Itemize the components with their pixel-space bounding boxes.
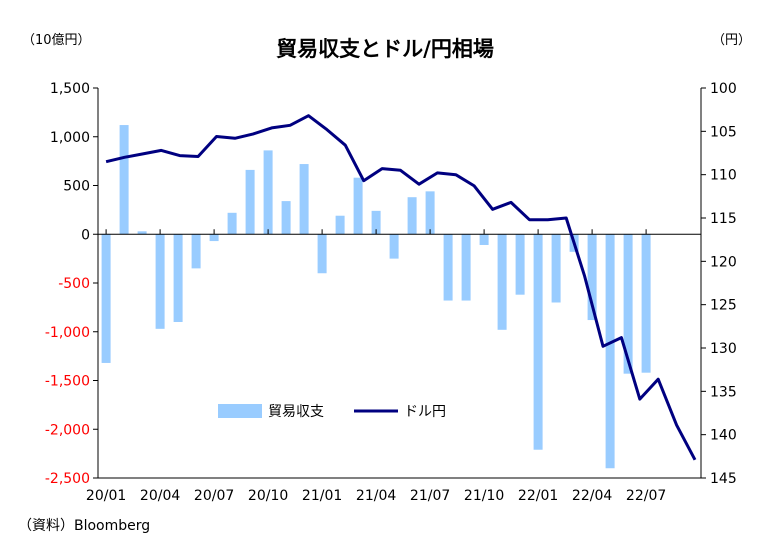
right-tick-label: 120 bbox=[710, 254, 737, 270]
left-tick-label: -500 bbox=[58, 276, 90, 292]
x-tick-label: 21/01 bbox=[302, 488, 342, 504]
legend-line-label: ドル円 bbox=[404, 404, 446, 420]
x-tick-label: 21/07 bbox=[410, 488, 450, 504]
left-tick-label: 1,500 bbox=[50, 81, 90, 97]
trade-balance-bar bbox=[353, 177, 363, 235]
trade-balance-bar bbox=[497, 234, 507, 330]
trade-balance-bar bbox=[263, 150, 273, 235]
trade-balance-bar bbox=[605, 234, 615, 469]
x-tick-label: 21/10 bbox=[464, 488, 504, 504]
usdjpy-line bbox=[105, 114, 697, 461]
trade-balance-bar bbox=[191, 234, 201, 269]
trade-balance-bar bbox=[101, 234, 111, 363]
trade-balance-bar bbox=[155, 234, 165, 329]
x-tick-label: 22/07 bbox=[626, 488, 666, 504]
left-axis-unit: （10億円） bbox=[22, 32, 91, 48]
trade-balance-bar bbox=[389, 234, 399, 259]
trade-balance-bar bbox=[623, 234, 633, 374]
right-axis-unit: （円） bbox=[712, 33, 751, 48]
right-tick-label: 110 bbox=[710, 168, 737, 184]
left-tick-label: 1,000 bbox=[50, 130, 90, 146]
left-axis-ticks: 1,500 1,000 500 0 -500 -1,000 -1,500 -2,000 -2,5… bbox=[45, 81, 98, 487]
trade-balance-bar bbox=[335, 215, 345, 235]
trade-balance-bar bbox=[587, 234, 597, 321]
x-tick-label: 20/10 bbox=[248, 488, 288, 504]
x-tick-label: 22/01 bbox=[518, 488, 558, 504]
legend: 貿易収支 ドル円 bbox=[218, 404, 446, 420]
legend-bar-label: 貿易収支 bbox=[268, 404, 324, 420]
trade-balance-bar bbox=[551, 234, 561, 303]
trade-balance-bar bbox=[641, 234, 651, 373]
trade-balance-bar bbox=[371, 210, 381, 235]
x-axis-ticks: 20/01 20/04 20/07 20/10 21/01 21/04 21/07 21/10… bbox=[86, 229, 666, 504]
left-tick-label: 500 bbox=[63, 179, 90, 195]
left-tick-label: -2,500 bbox=[45, 471, 90, 487]
right-tick-label: 115 bbox=[710, 211, 737, 227]
trade-balance-bar bbox=[479, 234, 489, 245]
right-tick-label: 140 bbox=[710, 428, 737, 444]
trade-balance-bar bbox=[245, 169, 255, 235]
x-tick-label: 22/04 bbox=[572, 488, 612, 504]
right-tick-label: 125 bbox=[710, 298, 737, 314]
trade-balance-bar bbox=[227, 212, 237, 235]
trade-balance-bar bbox=[299, 164, 309, 235]
x-tick-label: 20/07 bbox=[194, 488, 234, 504]
right-tick-label: 135 bbox=[710, 384, 737, 400]
chart-title: 貿易収支とドル/円相場 bbox=[276, 37, 494, 61]
x-tick-label: 20/01 bbox=[86, 488, 126, 504]
x-tick-label: 20/04 bbox=[140, 488, 180, 504]
right-tick-label: 105 bbox=[710, 124, 737, 140]
trade-balance-bar bbox=[119, 125, 129, 235]
trade-balance-bar bbox=[407, 197, 417, 235]
trade-balance-bar bbox=[425, 191, 435, 235]
trade-balance-bar bbox=[461, 234, 471, 301]
left-tick-label: 0 bbox=[81, 227, 90, 243]
legend-bar-swatch bbox=[218, 404, 262, 418]
left-tick-label: -2,000 bbox=[45, 422, 90, 438]
right-tick-label: 130 bbox=[710, 341, 737, 357]
source-note: （資料）Bloomberg bbox=[18, 518, 150, 534]
trade-balance-bars bbox=[101, 125, 651, 469]
trade-balance-bar bbox=[137, 231, 147, 235]
trade-balance-bar bbox=[515, 234, 525, 295]
left-tick-label: -1,500 bbox=[45, 374, 90, 390]
trade-balance-bar bbox=[533, 234, 543, 450]
trade-balance-bar bbox=[443, 234, 453, 301]
right-tick-label: 100 bbox=[710, 81, 737, 97]
trade-balance-bar bbox=[209, 234, 219, 242]
right-tick-label: 145 bbox=[710, 471, 737, 487]
trade-balance-bar bbox=[317, 234, 327, 274]
trade-balance-bar bbox=[281, 201, 291, 235]
left-tick-label: -1,000 bbox=[45, 325, 90, 341]
right-axis-ticks: 100 105 110 115 120 125 130 135 140 145 bbox=[701, 81, 737, 487]
x-tick-label: 21/04 bbox=[356, 488, 396, 504]
trade-balance-bar bbox=[173, 234, 183, 322]
